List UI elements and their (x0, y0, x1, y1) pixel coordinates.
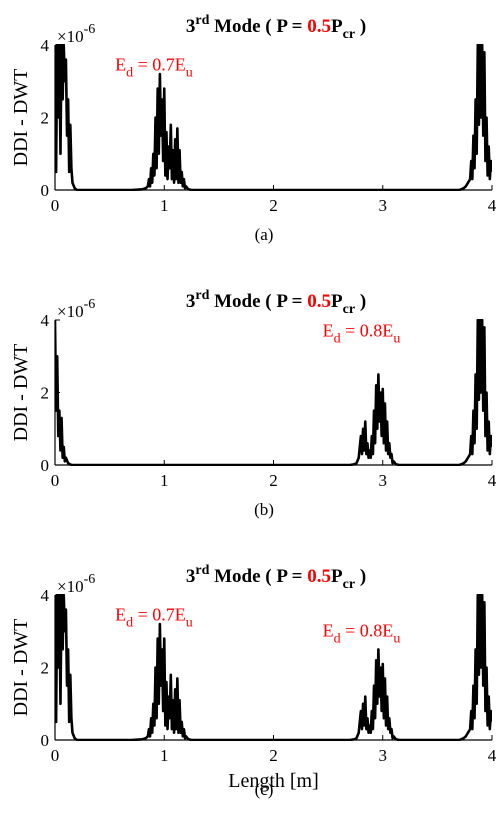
panel-label: (b) (254, 500, 274, 519)
y-tick-label: 2 (41, 109, 50, 128)
x-tick-label: 0 (51, 471, 60, 490)
x-tick-label: 1 (160, 471, 169, 490)
y-tick-label: 4 (41, 311, 50, 330)
x-tick-label: 0 (51, 196, 60, 215)
y-tick-label: 4 (41, 586, 50, 605)
y-tick-label: 2 (41, 384, 50, 403)
annotation-ed: Ed = 0.8Eu (323, 621, 401, 647)
series-line (55, 44, 492, 191)
x-tick-label: 3 (379, 196, 388, 215)
panel-label: (c) (255, 780, 274, 799)
x-tick-label: 3 (379, 746, 388, 765)
x-tick-label: 1 (160, 746, 169, 765)
y-axis-label: DDI - DWT (10, 69, 32, 167)
x-tick-label: 0 (51, 746, 60, 765)
panel-c: 0 1 2 3 4 0 2 4 ×10-6 DDI - DWT 3rd Mode ( P = 0.5… (10, 563, 497, 799)
x-tick-label: 1 (160, 196, 169, 215)
x-tick-label: 3 (379, 471, 388, 490)
x-tick-label: 2 (269, 471, 278, 490)
panel-title: 3rd Mode ( P = 0.5Pcr ) (186, 13, 366, 42)
x-tick-label: 2 (269, 746, 278, 765)
y-tick-label: 0 (41, 181, 50, 200)
x-tick-label: 2 (269, 196, 278, 215)
y-tick-label: 0 (41, 456, 50, 475)
panel-label: (a) (255, 225, 274, 244)
y-multiplier: ×10-6 (57, 297, 95, 321)
annotation-ed: Ed = 0.7Eu (115, 54, 193, 80)
y-multiplier: ×10-6 (57, 22, 95, 46)
x-tick-label: 4 (488, 471, 497, 490)
annotation-ed: Ed = 0.8Eu (323, 320, 401, 346)
annotation-ed: Ed = 0.7Eu (115, 604, 193, 630)
x-tick-label: 4 (488, 746, 497, 765)
x-axis-label: Length [m] (228, 770, 319, 792)
panel-a: 0 1 2 3 4 0 2 4 ×10-6 DDI - DWT 3rd Mode ( P = 0.5… (10, 13, 497, 244)
series-line (55, 319, 492, 466)
panel-b: 0 1 2 3 4 0 2 4 ×10-6 DDI - DWT 3rd Mode ( P = 0.5… (10, 288, 497, 519)
y-tick-label: 4 (41, 36, 50, 55)
panel-title: 3rd Mode ( P = 0.5Pcr ) (186, 288, 366, 317)
y-tick-label: 2 (41, 659, 50, 678)
panel-title: 3rd Mode ( P = 0.5Pcr ) (186, 563, 366, 592)
y-tick-label: 0 (41, 731, 50, 750)
y-axis-label: DDI - DWT (10, 619, 32, 717)
y-axis-label: DDI - DWT (10, 344, 32, 442)
y-multiplier: ×10-6 (57, 572, 95, 596)
x-tick-label: 4 (488, 196, 497, 215)
